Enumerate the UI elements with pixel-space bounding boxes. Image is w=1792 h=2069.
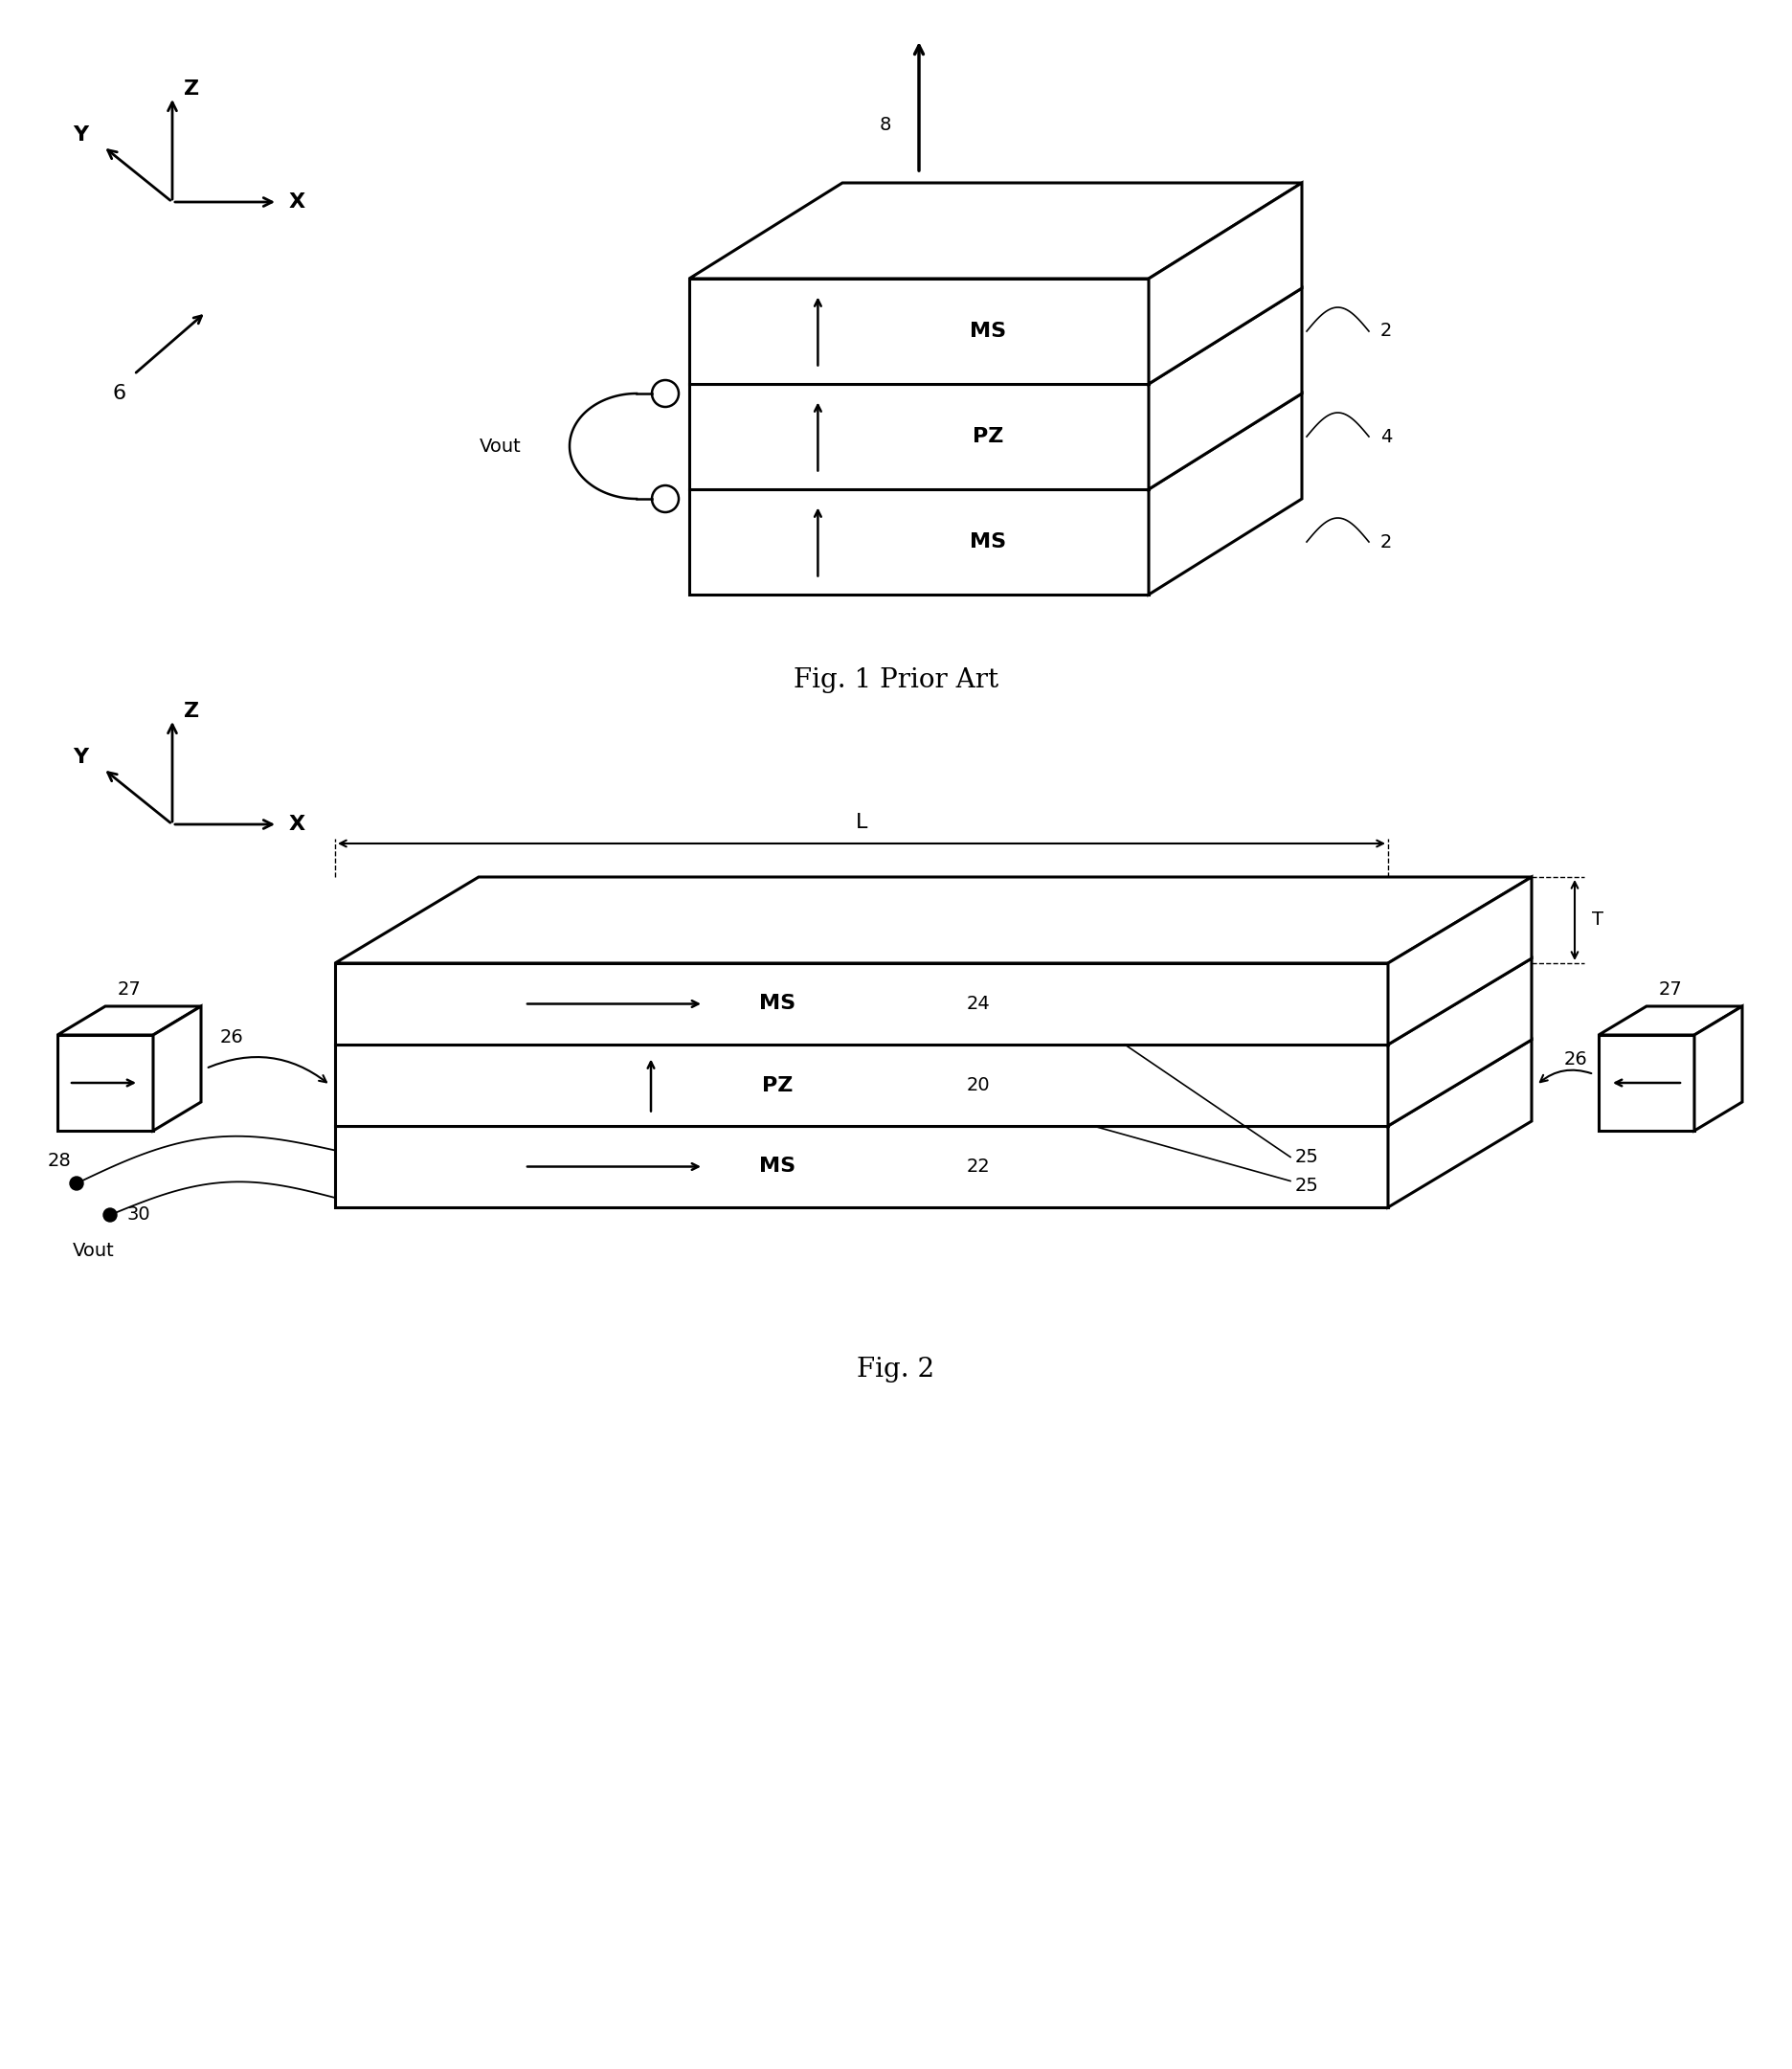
Polygon shape — [1598, 1034, 1695, 1132]
Polygon shape — [690, 488, 1149, 594]
Polygon shape — [57, 1034, 152, 1132]
Text: 4: 4 — [1380, 428, 1392, 445]
Circle shape — [104, 1208, 116, 1221]
Polygon shape — [1149, 182, 1301, 385]
Polygon shape — [1149, 393, 1301, 594]
Polygon shape — [152, 1006, 201, 1132]
Text: 30: 30 — [127, 1206, 151, 1225]
Text: 2: 2 — [1380, 534, 1392, 550]
Polygon shape — [690, 182, 1301, 279]
Text: 26: 26 — [220, 1028, 244, 1047]
Text: 20: 20 — [968, 1076, 991, 1095]
Text: X: X — [289, 192, 305, 211]
Text: Z: Z — [185, 701, 199, 720]
Text: L: L — [855, 813, 867, 832]
Text: PZ: PZ — [973, 426, 1004, 447]
Text: Z: Z — [185, 79, 199, 99]
Polygon shape — [1389, 1041, 1532, 1208]
Text: MS: MS — [760, 995, 796, 1014]
Text: 8: 8 — [880, 116, 891, 134]
Text: 25: 25 — [1296, 1148, 1319, 1167]
Text: 6: 6 — [113, 385, 127, 403]
Text: 27: 27 — [118, 981, 142, 999]
Text: MS: MS — [969, 321, 1005, 341]
Text: 22: 22 — [968, 1157, 991, 1175]
Text: Vout: Vout — [480, 437, 521, 455]
Polygon shape — [335, 1126, 1389, 1208]
Polygon shape — [1389, 877, 1532, 1045]
Polygon shape — [57, 1006, 201, 1034]
Polygon shape — [335, 877, 1532, 964]
Polygon shape — [1389, 958, 1532, 1126]
Text: PZ: PZ — [762, 1076, 792, 1095]
Polygon shape — [335, 958, 1532, 1045]
Text: Vout: Vout — [72, 1241, 115, 1260]
Polygon shape — [335, 1045, 1389, 1126]
Text: 27: 27 — [1659, 981, 1683, 999]
Polygon shape — [1598, 1006, 1742, 1034]
Polygon shape — [335, 1041, 1532, 1126]
Text: Y: Y — [73, 747, 88, 768]
Text: 2: 2 — [1380, 323, 1392, 341]
Text: 24: 24 — [968, 995, 991, 1014]
Text: 26: 26 — [1563, 1049, 1588, 1068]
Polygon shape — [690, 393, 1301, 488]
Text: X: X — [289, 815, 305, 834]
Polygon shape — [690, 288, 1301, 385]
Circle shape — [70, 1177, 82, 1190]
Text: 28: 28 — [48, 1152, 72, 1169]
Polygon shape — [690, 385, 1149, 488]
Polygon shape — [690, 279, 1149, 385]
Text: Y: Y — [73, 126, 88, 145]
Text: Fig. 2: Fig. 2 — [857, 1357, 935, 1382]
Polygon shape — [1695, 1006, 1742, 1132]
Polygon shape — [335, 964, 1389, 1045]
Text: MS: MS — [969, 532, 1005, 552]
Text: Fig. 1 Prior Art: Fig. 1 Prior Art — [794, 668, 998, 693]
Text: 25: 25 — [1296, 1177, 1319, 1196]
Polygon shape — [1149, 288, 1301, 488]
Text: MS: MS — [760, 1157, 796, 1175]
Text: T: T — [1591, 910, 1604, 929]
